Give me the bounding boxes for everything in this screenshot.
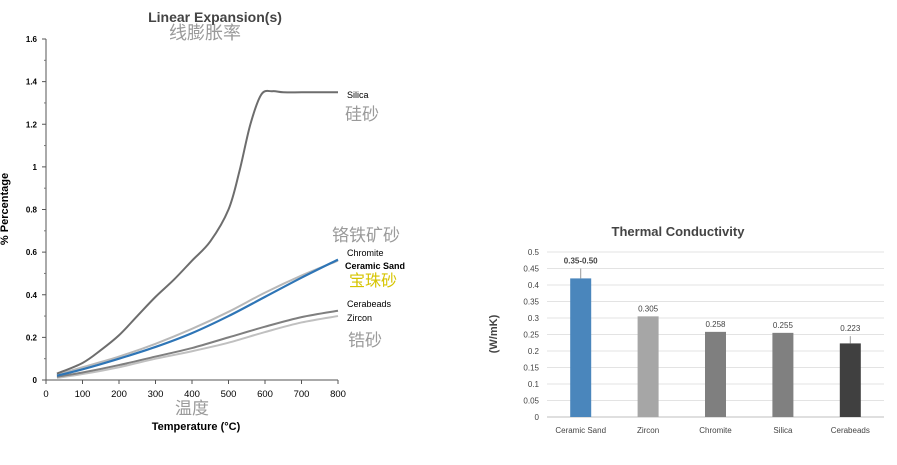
x-tick-label: 800 — [330, 389, 346, 400]
bar-data-label-chromite: 0.258 — [705, 320, 726, 329]
bar-category-label-zircon: Zircon — [637, 426, 659, 435]
series-line-ceramic-sand — [56, 258, 339, 377]
x-tick-label: 700 — [294, 389, 310, 400]
bar-y-tick-label: 0.2 — [528, 347, 540, 356]
series-label-zircon: Zircon — [347, 313, 372, 323]
series-label-cerabeads: Cerabeads — [347, 299, 392, 309]
y-tick-label: 0.8 — [26, 206, 38, 215]
y-tick-label: 0.2 — [26, 333, 38, 342]
series-label-cn-ceramic-sand: 宝珠砂 — [349, 271, 397, 290]
bar-zircon — [637, 316, 659, 417]
bar-silica — [772, 332, 794, 417]
bar-data-label-silica: 0.255 — [773, 321, 794, 330]
linear-expansion-chart: Linear Expansion(s) 线膨胀率 % Percentage Te… — [0, 9, 405, 433]
series-label-cn-chromite: 铬铁矿砂 — [332, 226, 400, 246]
x-tick-label: 400 — [184, 389, 200, 400]
bar-data-label-zircon: 0.305 — [638, 304, 659, 313]
y-tick-label: 1.4 — [26, 78, 38, 87]
y-tick-label: 1 — [33, 163, 38, 172]
x-axis-label-cn: 温度 — [175, 399, 209, 419]
bar-category-label-cerabeads: Cerabeads — [831, 426, 870, 435]
y-axis-label: % Percentage — [0, 173, 11, 245]
bar-y-tick-label: 0.3 — [528, 314, 540, 323]
bar-y-tick-label: 0.5 — [528, 248, 540, 257]
x-tick-label: 100 — [75, 389, 91, 400]
bar-chromite — [705, 331, 726, 417]
chart-title: Linear Expansion(s) — [148, 9, 282, 25]
bar-data-label-cerabeads: 0.223 — [840, 324, 861, 333]
bar-y-tick-label: 0.4 — [528, 281, 540, 290]
x-tick-label: 600 — [257, 389, 273, 400]
bar-category-label-ceramic-sand: Ceramic Sand — [555, 426, 606, 435]
y-tick-label: 1.6 — [26, 35, 38, 44]
series-label-cn-zircon: 锆砂 — [348, 331, 382, 351]
series-label-chromite: Chromite — [347, 248, 384, 258]
series-line-silica — [56, 89, 338, 375]
series-line-cerabeads — [56, 309, 339, 378]
series-line-chromite — [56, 259, 339, 376]
bar-y-tick-label: 0.1 — [528, 380, 540, 389]
series-label-ceramic-sand: Ceramic Sand — [345, 261, 405, 271]
bar-ceramic-sand — [570, 278, 592, 417]
series-line-zircon — [56, 315, 339, 379]
y-tick-label: 0 — [33, 376, 38, 385]
bar-y-tick-label: 0.15 — [523, 364, 539, 373]
chart-title-cn: 线膨胀率 — [169, 23, 241, 44]
bar-y-tick-label: 0.05 — [523, 397, 539, 406]
bar-y-tick-label: 0.35 — [523, 298, 539, 307]
x-axis-label: Temperature (°C) — [152, 421, 241, 433]
bar-category-label-silica: Silica — [773, 426, 793, 435]
bar-y-tick-label: 0.45 — [523, 265, 539, 274]
bar-y-tick-label: 0.25 — [523, 331, 539, 340]
x-tick-label: 0 — [43, 389, 48, 400]
bar-category-label-chromite: Chromite — [699, 426, 732, 435]
series-label-silica: Silica — [347, 90, 369, 100]
bar-chart-title: Thermal Conductivity — [612, 224, 746, 239]
bar-y-axis-label: (W/mK) — [488, 314, 500, 353]
y-tick-label: 0.6 — [26, 248, 38, 257]
bar-y-tick-label: 0 — [535, 413, 540, 422]
x-tick-label: 500 — [221, 389, 237, 400]
y-tick-label: 0.4 — [26, 291, 38, 300]
y-tick-label: 1.2 — [26, 120, 38, 129]
bar-data-label-ceramic-sand: 0.35-0.50 — [564, 257, 598, 266]
x-tick-label: 200 — [111, 389, 127, 400]
series-label-cn-silica: 硅砂 — [345, 105, 379, 125]
x-tick-label: 300 — [148, 389, 164, 400]
bar-cerabeads — [839, 343, 861, 417]
